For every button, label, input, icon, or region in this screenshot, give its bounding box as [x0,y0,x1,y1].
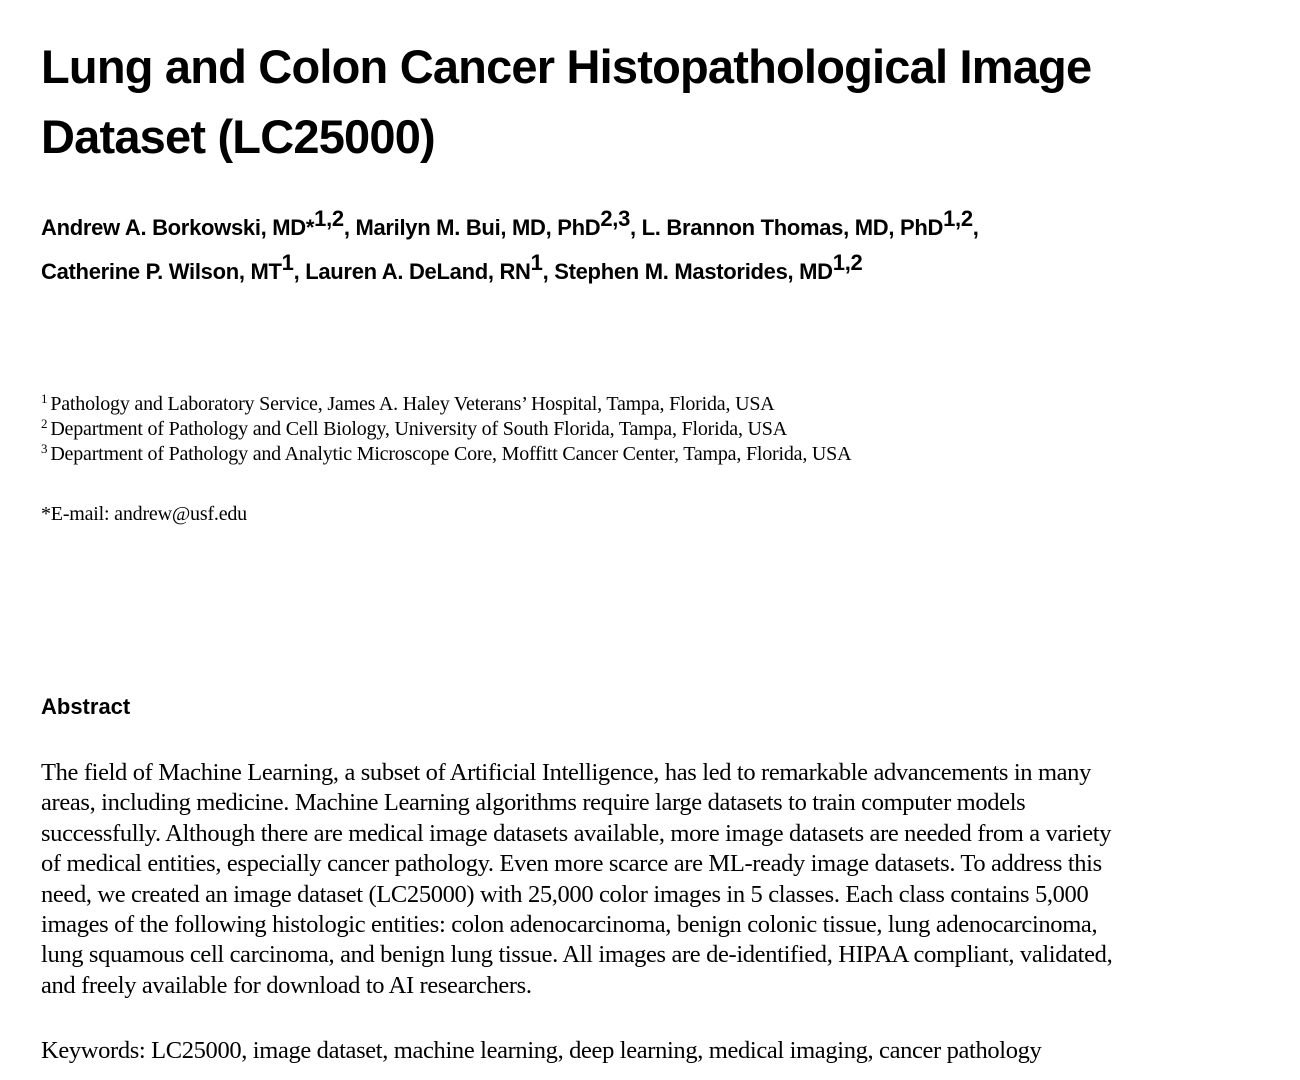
author-name: L. Brannon Thomas, MD, PhD [641,215,944,240]
abstract-line: lung squamous cell carcinoma, and benign… [41,941,1113,969]
abstract-line: areas, including medicine. Machine Learn… [41,789,1026,817]
affiliation-number: 3 [41,441,48,456]
author-separator: , [630,215,642,240]
abstract-line: The field of Machine Learning, a subset … [41,759,1091,786]
abstract-line: of medical entities, especially cancer p… [41,850,1102,878]
author-separator: , [343,215,356,240]
abstract-line: need, we created an image dataset (LC250… [41,880,1089,908]
author-name: Andrew A. Borkowski, MD* [41,215,315,240]
author-affiliation-marker: 2,3 [600,206,631,231]
affiliation-item: 1 Pathology and Laboratory Service, James… [41,392,851,417]
paper-title: Lung and Colon Cancer Histopathological … [41,32,1271,172]
affiliation-text: Pathology and Laboratory Service, James … [50,393,775,415]
author-separator: , [293,259,306,284]
abstract-line: successfully. Although there are medical… [41,819,1112,847]
affiliation-list: 1 Pathology and Laboratory Service, James… [41,392,852,467]
author-affiliation-marker: 1 [530,250,543,275]
author-separator: , [972,215,979,240]
abstract-line: images of the following histologic entit… [41,911,1098,939]
author-affiliation-marker: 1,2 [314,206,344,231]
affiliation-number: 2 [41,416,48,431]
author-separator: , [542,259,555,284]
affiliation-number: 1 [41,391,48,406]
corresponding-email: *E-mail: andrew@usf.edu [41,503,247,525]
author-name: Lauren A. DeLand, RN [305,259,531,284]
affiliation-text: Department of Pathology and Analytic Mic… [50,443,852,465]
affiliation-text: Department of Pathology and Cell Biology… [50,418,787,440]
affiliation-item: 3 Department of Pathology and Analytic Mi… [41,441,852,467]
abstract-body: The field of Machine Learning, a subset … [41,758,1271,1001]
author-list: Andrew A. Borkowski, MD*1,2, Marilyn M. … [41,206,1271,294]
title-line-1: Lung and Colon Cancer Histopathological … [41,40,1092,93]
author-affiliation-marker: 1 [281,250,294,275]
author-affiliation-marker: 1,2 [943,206,973,231]
abstract-line: and freely available for download to AI … [41,971,532,999]
paper-page: Lung and Colon Cancer Histopathological … [41,0,1271,1080]
author-name: Stephen M. Mastorides, MD [554,259,833,284]
title-line-2: Dataset (LC25000) [41,110,436,163]
author-affiliation-marker: 1,2 [832,250,863,275]
author-name: Marilyn M. Bui, MD, PhD [355,215,601,240]
affiliation-item: 2 Department of Pathology and Cell Biolog… [41,417,851,442]
abstract-heading: Abstract [41,694,131,719]
author-name: Catherine P. Wilson, MT [41,259,282,284]
keywords-line: Keywords: LC25000, image dataset, machin… [41,1037,1042,1064]
